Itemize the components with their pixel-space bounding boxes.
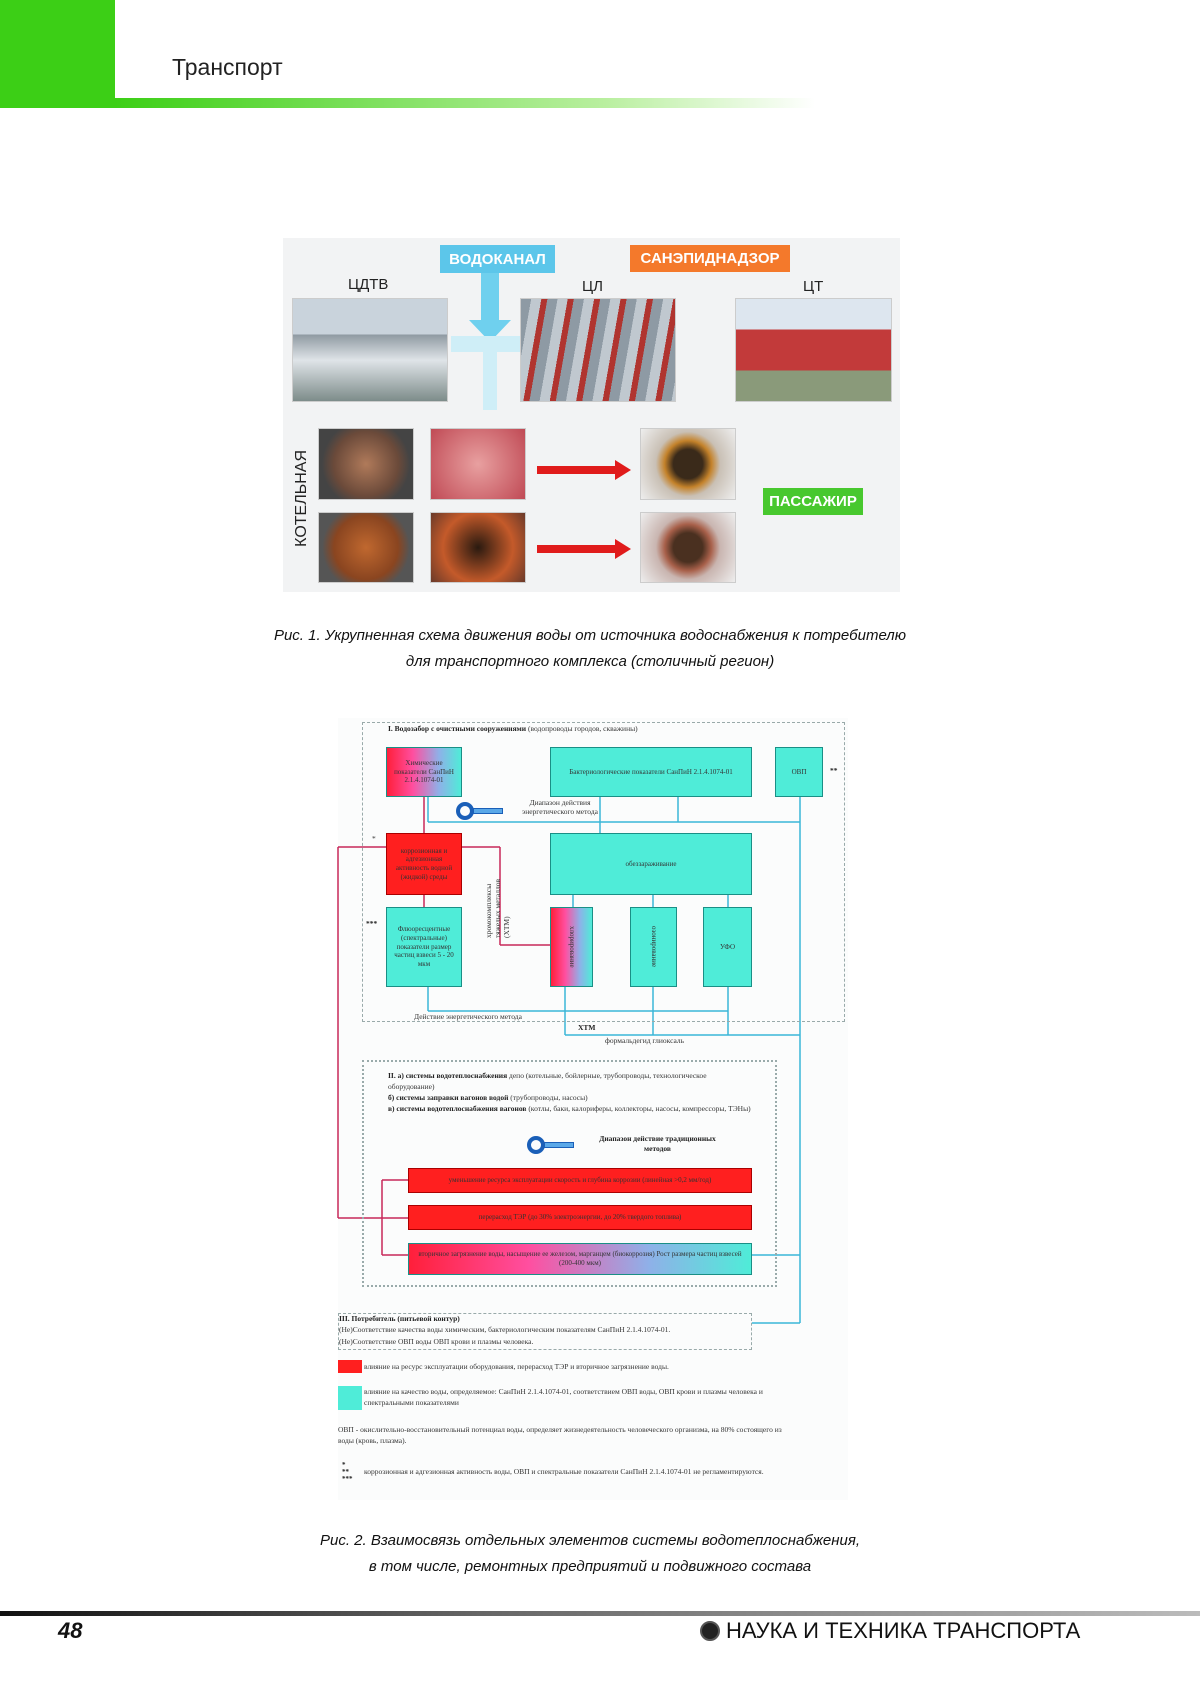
ozonation-box: озонирование: [630, 907, 677, 987]
secondary-contamination-bar: вторичное загрязнение воды, насыщение ее…: [408, 1243, 752, 1275]
marks-note: коррозионная и адгезионная активность во…: [364, 1467, 794, 1478]
key-icon: [527, 1136, 545, 1154]
energy-action-label: Действие энергетического метода: [414, 1012, 522, 1023]
formaldehyde-label: формальдегид глиоксаль: [605, 1036, 684, 1047]
journal-name: НАУКА И ТЕХНИКА ТРАНСПОРТА: [700, 1618, 1080, 1644]
s2-b-title: б) системы заправки вагонов водой: [388, 1093, 508, 1102]
legend-red-swatch: [338, 1360, 362, 1373]
htm-label: ХТМ: [578, 1023, 595, 1034]
s2-a-title: II. а) системы водотеплоснабжения: [388, 1071, 507, 1080]
s3-title: III. Потребитель (питьевой контур): [339, 1313, 749, 1324]
traditional-range-label: Диапазон действие традиционных методов: [585, 1134, 730, 1154]
key-shaft-icon: [473, 808, 503, 814]
chemical-indicators-box: Химические показатели СанПиН 2.1.4.1074-…: [386, 747, 462, 797]
resource-reduction-bar: уменьшение ресурса эксплуатации скорость…: [408, 1168, 752, 1193]
s2-c-text: (котлы, баки, калориферы, коллекторы, на…: [526, 1104, 750, 1113]
s2-b-text: (трубопроводы, насосы): [508, 1093, 587, 1102]
s3-line-2: (Не)Соответствие ОВП воды ОВП крови и пл…: [339, 1336, 749, 1347]
corrosion-mark: *: [372, 834, 376, 845]
section-3-text: III. Потребитель (питьевой контур) (Не)С…: [339, 1313, 749, 1347]
energy-range-label: Диапазон действия энергетического метода: [515, 798, 605, 816]
bacteriological-indicators-box: Бактериологические показатели СанПиН 2.1…: [550, 747, 752, 797]
legend-cyan-text: влияние на качество воды, определяемое: …: [364, 1387, 784, 1409]
htm-vertical-label: хромокомплексы тяжелых металлов (ХТМ): [484, 862, 511, 938]
disinfection-box: обеззараживание: [550, 833, 752, 895]
journal-logo-icon: [700, 1621, 720, 1641]
section-2-text: II. а) системы водотеплоснабжения депо (…: [388, 1071, 753, 1115]
ovp-note: ОВП - окислительно-восстановительный пот…: [338, 1425, 798, 1447]
figure-2-caption-line-2: в том числе, ремонтных предприятий и под…: [0, 1558, 1190, 1575]
fluor-mark: ***: [366, 919, 377, 930]
chlorination-box: хлорирование: [550, 907, 593, 987]
figure-2-caption-line-1: Рис. 2. Взаимосвязь отдельных элементов …: [0, 1532, 1190, 1549]
key-icon: [456, 802, 474, 820]
section-1-title: I. Водозабор с очистными сооружениями: [388, 724, 526, 733]
legend-red-text: влияние на ресурс эксплуатации оборудова…: [364, 1362, 784, 1373]
legend-cyan-swatch: [338, 1386, 362, 1410]
s2-c-title: в) системы водотеплоснабжения вагонов: [388, 1104, 526, 1113]
asterisk-marks: ******: [342, 1462, 353, 1483]
ovp-box: ОВП: [775, 747, 823, 797]
s3-line-1: (Не)Соответствие качества воды химически…: [339, 1324, 749, 1335]
fluorescent-indicators-box: Флюоресцентные (спектральные) показатели…: [386, 907, 462, 987]
corrosion-activity-box: коррозионная и адгезионная активность во…: [386, 833, 462, 895]
journal-title: НАУКА И ТЕХНИКА ТРАНСПОРТА: [726, 1618, 1080, 1644]
page-number: 48: [58, 1618, 82, 1644]
ufo-box: УФО: [703, 907, 752, 987]
footer-line: [0, 1611, 1200, 1616]
energy-overuse-bar: перерасход ТЭР (до 30% электроэнергии, д…: [408, 1205, 752, 1230]
section-1-subtitle: (водопроводы городов, скважины): [526, 724, 638, 733]
key-shaft-icon: [544, 1142, 574, 1148]
ovp-mark: **: [830, 766, 838, 777]
